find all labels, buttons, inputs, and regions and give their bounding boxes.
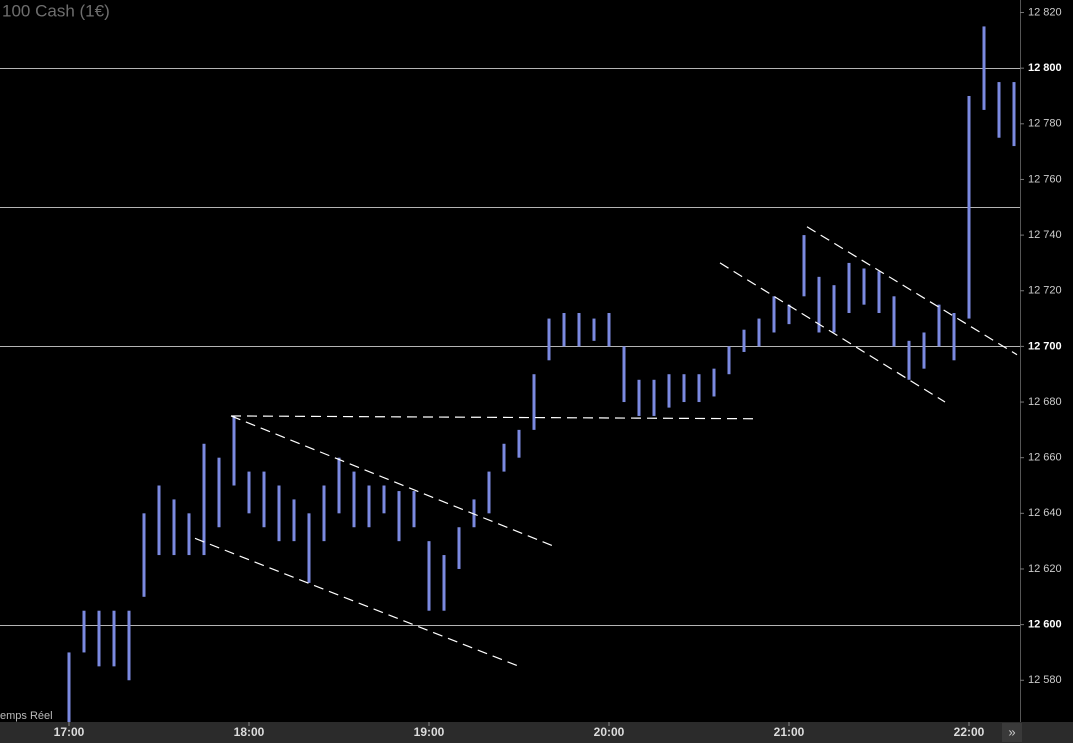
trend-line [719,262,946,403]
price-bar [472,499,476,528]
price-bar [712,368,716,397]
price-bar [172,499,176,556]
price-bar [667,374,671,408]
price-bar [967,95,971,319]
price-bar [157,485,161,556]
price-bar [637,379,641,416]
price-bar [262,471,266,528]
price-bar [907,340,911,380]
price-bar [562,313,566,347]
price-bar [757,318,761,347]
price-bar [292,499,296,542]
trend-line [194,537,520,667]
price-bar [847,262,851,314]
price-bar [772,296,776,333]
price-bar [82,610,86,653]
price-bar [832,285,836,333]
price-bar [502,443,506,472]
price-bar [337,457,341,514]
price-bar [622,346,626,403]
y-tick-label: 12 620 [1028,563,1062,575]
price-bar [322,485,326,542]
x-tick-label: 20:00 [594,725,625,739]
price-bar [1012,82,1016,147]
y-tick-label: 12 640 [1028,507,1062,519]
price-bar [67,652,71,722]
price-bar [442,555,446,611]
x-tick-label: 21:00 [774,725,805,739]
price-bar [457,527,461,569]
y-tick-label: 12 760 [1028,173,1062,185]
scroll-button[interactable]: » [1002,723,1022,742]
y-tick-label: 12 700 [1028,340,1062,352]
price-bar [202,443,206,556]
price-bar [592,318,596,341]
x-tick-label: 17:00 [54,725,85,739]
plot-area [0,26,1020,722]
y-tick-label: 12 580 [1028,674,1062,686]
price-bar [877,271,881,314]
x-tick-label: 22:00 [954,725,985,739]
price-bar [742,329,746,352]
price-bar [547,318,551,361]
price-bar [277,485,281,542]
price-bar [427,541,431,611]
price-bar [142,513,146,597]
x-tick-label: 18:00 [234,725,265,739]
price-bar [97,610,101,667]
price-bar [892,296,896,347]
y-tick-label: 12 800 [1028,62,1062,74]
price-bar [307,513,311,583]
trend-line [230,415,754,420]
trend-line [230,415,556,548]
scroll-button-label[interactable]: » [1008,724,1015,739]
price-bar [862,268,866,305]
time-axis-strip [0,722,1073,743]
y-tick-label: 12 780 [1028,118,1062,130]
price-bar [787,304,791,325]
price-bar [127,610,131,681]
price-bar [652,379,656,416]
price-bar [487,471,491,514]
price-bar [697,374,701,403]
price-bar [412,491,416,528]
y-tick-label: 12 740 [1028,229,1062,241]
price-bar [937,304,941,347]
scroll-button-bg[interactable] [1002,723,1022,742]
feed-label: emps Réel [0,710,53,722]
price-bar [727,346,731,375]
price-bar [982,26,986,110]
trend-line [806,226,1018,356]
price-bar [352,471,356,528]
price-bar [997,82,1001,138]
price-bar [517,429,521,458]
y-tick-label: 12 600 [1028,619,1062,631]
price-bar [532,374,536,430]
price-bar [217,457,221,528]
y-tick-label: 12 720 [1028,285,1062,297]
y-tick-label: 12 680 [1028,396,1062,408]
price-bar [607,313,611,347]
price-bar [577,313,581,347]
instrument-title: 100 Cash (1€) [2,1,110,20]
price-bar [232,415,236,486]
y-tick-label: 12 660 [1028,452,1062,464]
price-bar [187,513,191,556]
price-bar [802,235,806,297]
price-bar [817,276,821,333]
price-bar [682,374,686,403]
price-bar [952,313,956,361]
price-bar [112,610,116,667]
price-bar [922,332,926,369]
x-tick-label: 19:00 [414,725,445,739]
price-bar [367,485,371,528]
price-bar [247,471,251,514]
y-tick-label: 12 820 [1028,6,1062,18]
price-bar [382,485,386,514]
price-bar [397,491,401,542]
